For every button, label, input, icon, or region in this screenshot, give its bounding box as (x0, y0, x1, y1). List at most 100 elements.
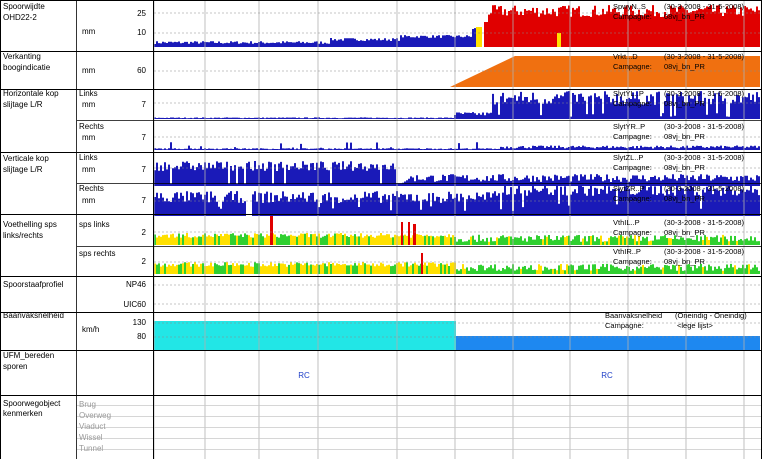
row-sublabel: slijtage L/R (3, 100, 43, 109)
y-tick-label: 60 (137, 66, 146, 75)
row-voethelling: Voethelling sps links/rechts sps links 2… (3, 218, 745, 266)
row-label: Baanvaksnelheid (3, 311, 64, 320)
sub-label-links: sps links (79, 220, 110, 229)
wear-trace (454, 112, 492, 119)
y-tick-label: 130 (133, 318, 147, 327)
date-range: (30-3-2008 - 31-5-2008) (664, 2, 745, 11)
unit-label: mm (82, 66, 96, 75)
date-range: (30-3-2008 - 31-5-2008) (664, 122, 745, 131)
row-sublabel: slijtage L/R (3, 165, 43, 174)
gauge-exceed-marker (476, 27, 482, 47)
row-label: Spoorstaafprofiel (3, 280, 64, 289)
signal-traces (154, 5, 760, 350)
foot-slope-right-green (156, 262, 760, 274)
date-range: (30-3-2008 - 31-5-2008) (664, 247, 745, 256)
object-type-label: Overweg (79, 411, 111, 420)
campaign-label: Campagne: (613, 228, 652, 237)
rc-marker: RC (601, 371, 613, 380)
wear-trace (154, 117, 454, 119)
row-label: Voethelling sps (3, 220, 57, 229)
y-tick-label: 7 (142, 165, 147, 174)
campaign-label: Campagne: (613, 132, 652, 141)
row-baanvaksnelheid: Baanvaksnelheid km/h 130 80 Baanvaksnelh… (3, 311, 747, 341)
series-name: SlytZL..P (613, 153, 643, 162)
row-sublabel: links/rechts (3, 231, 43, 240)
foot-slope-left-green (154, 233, 760, 245)
campaign-label: Campagne: (613, 257, 652, 266)
series-name: VthIL..P (613, 218, 640, 227)
object-type-label: Tunnel (79, 444, 103, 453)
speed-block-80 (456, 336, 760, 350)
campaign-label: Campagne: (613, 12, 652, 21)
unit-label: mm (82, 165, 96, 174)
campaign-label: Campagne: (613, 99, 652, 108)
object-type-label: Wissel (79, 433, 103, 442)
campaign-value: <lege lijst> (677, 321, 713, 330)
y-tick-label: 7 (142, 100, 147, 109)
y-tick-label: 7 (142, 196, 147, 205)
series-name: Baanvaksnelheid (605, 311, 662, 320)
object-type-label: Brug (79, 400, 96, 409)
row-spoorwegobject-kenmerken: Spoorwegobject kenmerken Brug Overweg Vi… (3, 399, 111, 453)
date-range: (30-3-2008 - 31-5-2008) (664, 184, 745, 193)
y-tick-label: 10 (137, 28, 146, 37)
foot-slope-peak (270, 216, 273, 245)
campaign-value: 08vj_bn_PR (664, 99, 705, 108)
row-spoorwijdte: Spoorwijdte OHD22-2 mm 25 10 SpwyN..S (3… (3, 2, 745, 37)
row-label: Verkanting (3, 52, 41, 61)
gauge-trace-red (488, 5, 760, 48)
foot-slope-peak (401, 222, 403, 245)
row-label: Verticale kop (3, 154, 49, 163)
rc-marker: RC (298, 371, 310, 380)
row-sublabel: boogindicatie (3, 63, 51, 72)
campaign-value: 08vj_bn_PR (664, 194, 705, 203)
sub-label-links: Links (79, 153, 98, 162)
row-label: Spoorwijdte (3, 2, 45, 11)
campaign-value: 08vj_bn_PR (664, 132, 705, 141)
sub-label-rechts: sps rechts (79, 249, 115, 258)
date-range: (30-3-2008 - 31-5-2008) (664, 153, 745, 162)
y-tick-label: 80 (137, 332, 146, 341)
campaign-value: 08vj_bn_PR (664, 257, 705, 266)
row-sublabel: OHD22-2 (3, 13, 37, 22)
campaign-value: 08vj_bn_PR (664, 163, 705, 172)
row-label: Spoorwegobject (3, 399, 61, 408)
row-horizontale-kopslijtage: Horizontale kop slijtage L/R Links mm 7 … (3, 89, 745, 142)
foot-slope-peak (408, 222, 410, 245)
unit-label: mm (82, 100, 96, 109)
campaign-label: Campagne: (605, 321, 644, 330)
series-name: SlytZR..P (613, 184, 645, 193)
gauge-trace-blue (154, 35, 472, 47)
date-range: (30-3-2008 - 31-5-2008) (664, 89, 745, 98)
y-tick-label: 7 (142, 133, 147, 142)
wear-trace (492, 91, 760, 119)
foot-slope-peak (413, 224, 416, 245)
row-label: UFM_bereden (3, 351, 54, 360)
campaign-label: Campagne: (613, 163, 652, 172)
series-name: SlytYR..P (613, 122, 645, 131)
row-sublabel: sporen (3, 362, 27, 371)
y-tick-label: 25 (137, 9, 146, 18)
campaign-value: 08vj_bn_PR (664, 62, 705, 71)
date-range: (30-3-2008 - 31-5-2008) (664, 218, 745, 227)
speed-block-130 (154, 321, 456, 350)
unit-label: km/h (82, 325, 99, 334)
row-verticale-kopslijtage: Verticale kop slijtage L/R Links mm 7 Re… (3, 153, 745, 205)
unit-label: mm (82, 27, 96, 36)
y-tick-label: NP46 (126, 280, 147, 289)
series-name: Vrkt...D (613, 52, 638, 61)
date-range: (Oneindig - Oneindig) (675, 311, 747, 320)
grid-lines (153, 0, 760, 459)
wear-trace (154, 142, 760, 150)
foot-slope-peak (421, 253, 423, 274)
wear-trace (154, 184, 760, 216)
series-name: VthIR..P (613, 247, 641, 256)
wear-trace (154, 161, 760, 186)
y-tick-label: 2 (142, 228, 147, 237)
series-name: SpwyN..S (613, 2, 646, 11)
y-tick-label: UIC60 (123, 300, 146, 309)
campaign-label: Campagne: (613, 62, 652, 71)
row-label: Horizontale kop (3, 89, 59, 98)
sub-label-links: Links (79, 89, 98, 98)
series-name: SlytYL..P (613, 89, 644, 98)
